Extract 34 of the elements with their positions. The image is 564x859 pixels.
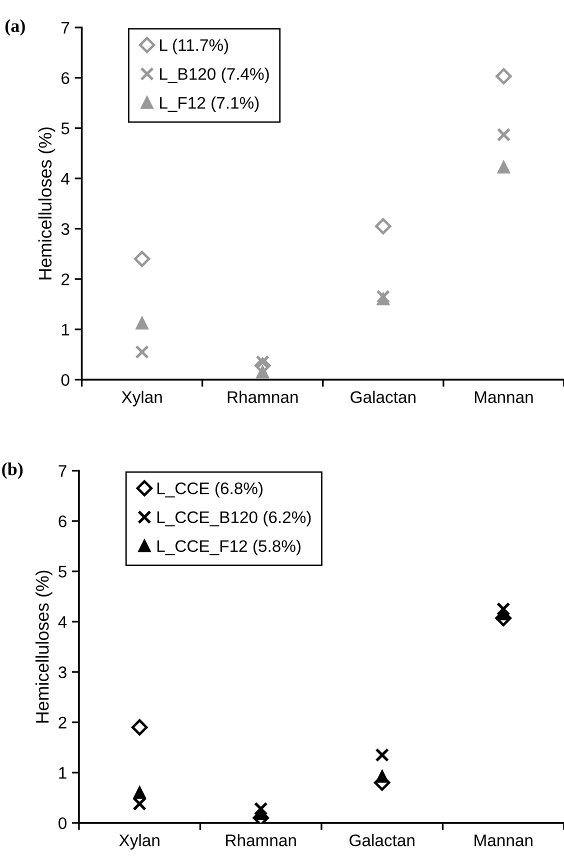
y-axis-title: Hemicelluloses (%) [36, 570, 52, 723]
y-tick-label: 1 [62, 324, 70, 336]
legend-label: L_CCE_F12 (5.8%) [157, 540, 300, 556]
y-tick-label: 4 [58, 616, 67, 628]
chart-title: (a) [5, 19, 25, 36]
y-tick-label: 3 [61, 223, 70, 235]
y-axis-title: Hemicelluloses (%) [38, 127, 56, 280]
y-tick-label: 5 [61, 122, 70, 134]
y-tick-label: 7 [58, 465, 66, 477]
legend-label: L (11.7%) [160, 38, 228, 54]
x-tick-label: Rhamnan [228, 390, 298, 404]
y-tick-label: 7 [62, 22, 70, 34]
x-tick-label: Galactan [350, 390, 416, 404]
y-tick-label: 2 [58, 716, 66, 728]
legend-label: L_CCE (6.8%) [157, 482, 263, 498]
legend-label: L_F12 (7.1%) [160, 96, 259, 112]
x-tick-label: Xylan [122, 390, 162, 406]
legend-label: L_CCE_B120 (6.2%) [157, 510, 311, 526]
x-tick-label: Mannan [474, 834, 532, 846]
x-tick-label: Galactan [350, 834, 414, 846]
y-tick-label: 6 [58, 515, 66, 528]
legend-label: L_B120 (7.4%) [160, 68, 269, 84]
x-tick-label: Rhamnan [226, 834, 296, 846]
y-tick-label: 5 [58, 566, 66, 578]
y-tick-label: 2 [62, 273, 70, 286]
y-tick-label: 4 [61, 173, 70, 184]
y-tick-label: 3 [58, 666, 66, 678]
x-tick-label: Xylan [119, 834, 160, 850]
y-tick-label: 6 [62, 72, 70, 84]
x-tick-label: Mannan [474, 391, 533, 404]
y-tick-label: 0 [61, 374, 70, 386]
chart-title: (b) [2, 462, 23, 479]
y-tick-label: 0 [58, 817, 67, 830]
y-tick-label: 1 [59, 767, 66, 779]
